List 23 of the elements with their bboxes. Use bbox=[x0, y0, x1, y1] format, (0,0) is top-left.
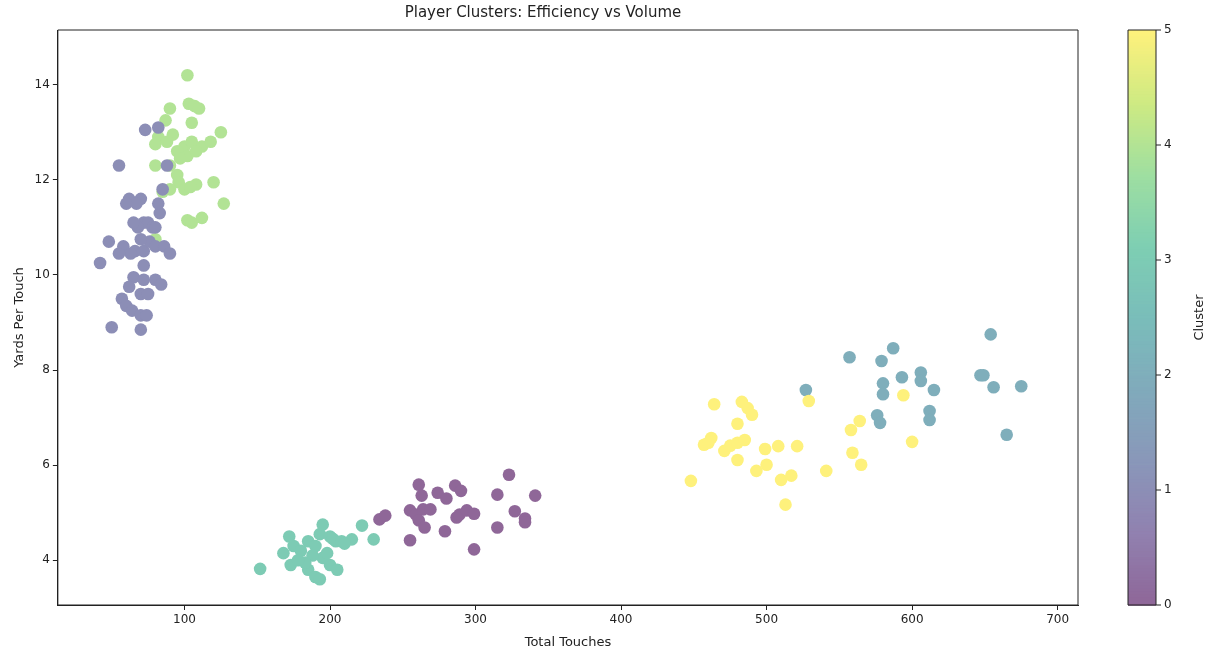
x-axis-title: Total Touches bbox=[523, 633, 612, 649]
color-bar-title: Cluster bbox=[1191, 293, 1207, 341]
y-tick-label: 10 bbox=[34, 267, 50, 282]
x-tick-label: 600 bbox=[900, 612, 924, 627]
y-tick-label: 6 bbox=[42, 457, 50, 472]
chart-title: Player Clusters: Efficiency vs Volume bbox=[404, 2, 682, 21]
y-tick-label: 4 bbox=[42, 552, 50, 567]
x-tick-label: 100 bbox=[173, 612, 196, 627]
x-tick-label: 500 bbox=[755, 612, 779, 627]
y-axis-title: Yards Per Touch bbox=[11, 267, 27, 369]
color-bar-label: 5 bbox=[1164, 22, 1172, 37]
color-bar-label: 3 bbox=[1164, 252, 1172, 267]
x-tick-label: 700 bbox=[1046, 612, 1070, 627]
y-tick-label: 12 bbox=[34, 171, 50, 186]
x-tick-label: 200 bbox=[318, 612, 342, 627]
color-bar-label: 0 bbox=[1164, 597, 1172, 612]
y-tick-label: 8 bbox=[42, 362, 50, 377]
y-tick-label: 14 bbox=[34, 76, 50, 91]
color-bar-label: 1 bbox=[1164, 482, 1172, 497]
color-bar-label: 4 bbox=[1164, 137, 1172, 152]
x-tick-label: 400 bbox=[609, 612, 633, 627]
color-bar-label: 2 bbox=[1164, 367, 1172, 382]
x-tick-label: 300 bbox=[464, 612, 487, 627]
